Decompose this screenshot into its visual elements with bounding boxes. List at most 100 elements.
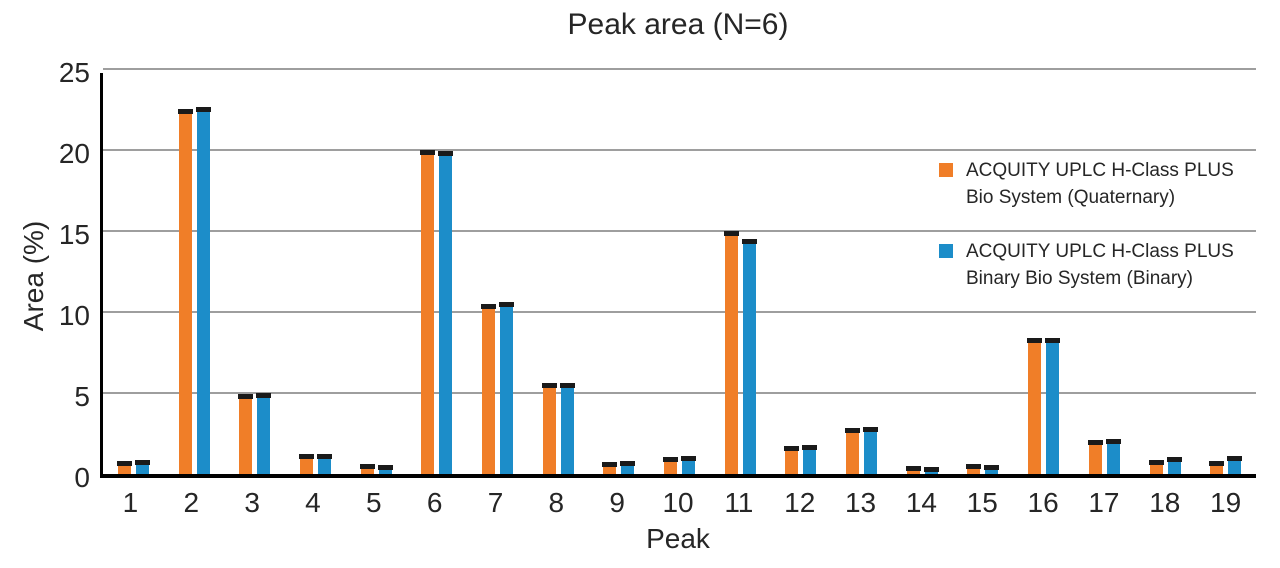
error-bar-cap xyxy=(480,304,496,309)
bar-group-peak-1 xyxy=(103,73,164,474)
error-bar-cap xyxy=(923,467,939,472)
bar-binary xyxy=(195,107,211,474)
error-bar-cap xyxy=(420,150,436,155)
bar-group-peak-13 xyxy=(831,73,892,474)
legend-swatch-binary xyxy=(939,244,953,258)
bar-binary xyxy=(498,302,514,474)
legend-label: ACQUITY UPLC H-Class PLUS Bio System (Qua… xyxy=(966,157,1234,211)
bar-binary xyxy=(438,151,454,474)
bar-binary xyxy=(316,454,332,474)
legend-label: ACQUITY UPLC H-Class PLUS Binary Bio Syst… xyxy=(966,238,1234,292)
x-axis-label: Peak xyxy=(646,523,710,554)
error-bar-cap xyxy=(1148,460,1164,465)
bar-binary xyxy=(620,461,636,474)
bar-group-peak-19 xyxy=(1195,73,1256,474)
bar-group-peak-14 xyxy=(892,73,953,474)
x-tick-label-6: 6 xyxy=(426,487,443,518)
error-bar-cap xyxy=(681,456,697,461)
x-tick-label-7: 7 xyxy=(487,487,504,518)
error-bar-cap xyxy=(316,454,332,459)
bar-binary xyxy=(1166,457,1182,474)
bar-quaternary xyxy=(1087,440,1103,474)
bar-binary xyxy=(802,445,818,474)
gridline-15 xyxy=(103,230,1256,232)
error-bar-cap xyxy=(966,464,982,469)
bar-group-peak-3 xyxy=(224,73,285,474)
x-tick-label-15: 15 xyxy=(966,487,998,518)
bar-quaternary xyxy=(359,464,375,474)
y-tick-label-10: 10 xyxy=(58,300,90,331)
error-bar-cap xyxy=(1087,440,1103,445)
y-tick-label-0: 0 xyxy=(74,462,90,493)
bar-binary xyxy=(863,427,879,474)
bar-quaternary xyxy=(784,446,800,474)
error-bar-cap xyxy=(238,394,254,399)
bar-group-peak-10 xyxy=(649,73,710,474)
x-tick-label-4: 4 xyxy=(305,487,321,518)
bar-binary xyxy=(923,467,939,474)
legend-label-line: ACQUITY UPLC H-Class PLUS xyxy=(966,241,1234,262)
y-tick-label-15: 15 xyxy=(58,219,90,250)
legend-item-binary: ACQUITY UPLC H-Class PLUS Binary Bio Syst… xyxy=(939,238,1234,292)
bar-group-peak-11 xyxy=(710,73,771,474)
legend-item-quaternary: ACQUITY UPLC H-Class PLUS Bio System (Qua… xyxy=(939,157,1234,211)
error-bar-cap xyxy=(1227,456,1243,461)
error-bar-cap xyxy=(984,465,1000,470)
error-bar-cap xyxy=(602,462,618,467)
bar-quaternary xyxy=(905,466,921,474)
error-bar-cap xyxy=(256,393,272,398)
bar-group-peak-16 xyxy=(1013,73,1074,474)
bar-binary xyxy=(134,460,150,474)
error-bar-cap xyxy=(1166,457,1182,462)
bar-group-peak-6 xyxy=(406,73,467,474)
plot-area: ACQUITY UPLC H-Class PLUS Bio System (Qua… xyxy=(100,68,1256,478)
x-tick-label-13: 13 xyxy=(844,487,877,518)
legend: ACQUITY UPLC H-Class PLUS Bio System (Qua… xyxy=(939,157,1234,292)
error-bar-cap xyxy=(438,151,454,156)
bar-group-peak-4 xyxy=(285,73,346,474)
bar-quaternary xyxy=(1027,338,1043,474)
bar-binary xyxy=(1105,439,1121,474)
legend-swatch-quaternary xyxy=(939,163,953,177)
error-bar-cap xyxy=(802,445,818,450)
bar-binary xyxy=(1045,338,1061,474)
bar-binary xyxy=(377,465,393,474)
bar-quaternary xyxy=(298,454,314,474)
x-tick-label-19: 19 xyxy=(1210,487,1242,518)
error-bar-cap xyxy=(541,383,557,388)
error-bar-cap xyxy=(1045,338,1061,343)
bar-group-peak-18 xyxy=(1135,73,1196,474)
error-bar-cap xyxy=(845,428,861,433)
y-tick-label-20: 20 xyxy=(58,138,90,169)
x-tick-label-10: 10 xyxy=(662,487,694,518)
bar-quaternary xyxy=(177,109,193,474)
y-tick-label-5: 5 xyxy=(74,381,90,412)
gridline-25 xyxy=(103,68,1256,70)
error-bar-cap xyxy=(723,231,739,236)
bar-group-peak-17 xyxy=(1074,73,1135,474)
error-bar-cap xyxy=(741,239,757,244)
x-tick-label-2: 2 xyxy=(183,487,200,518)
x-tick-label-18: 18 xyxy=(1149,487,1181,518)
error-bar-cap xyxy=(559,383,575,388)
error-bar-cap xyxy=(298,454,314,459)
x-tick-label-1: 1 xyxy=(122,487,139,518)
x-tick-label-16: 16 xyxy=(1027,487,1059,518)
bar-quaternary xyxy=(966,464,982,474)
bar-quaternary xyxy=(116,461,132,474)
bar-binary xyxy=(1227,456,1243,474)
gridline-20 xyxy=(103,149,1256,151)
error-bar-cap xyxy=(620,461,636,466)
error-bar-cap xyxy=(195,107,211,112)
bar-binary xyxy=(741,239,757,474)
bar-group-peak-15 xyxy=(953,73,1014,474)
bar-group-peak-5 xyxy=(346,73,407,474)
y-tick-label-25: 25 xyxy=(58,57,90,88)
error-bar-cap xyxy=(377,465,393,470)
legend-label-line: ACQUITY UPLC H-Class PLUS xyxy=(966,160,1234,181)
error-bar-cap xyxy=(663,457,679,462)
error-bar-cap xyxy=(134,460,150,465)
bar-quaternary xyxy=(1209,461,1225,474)
bar-group-peak-2 xyxy=(164,73,225,474)
